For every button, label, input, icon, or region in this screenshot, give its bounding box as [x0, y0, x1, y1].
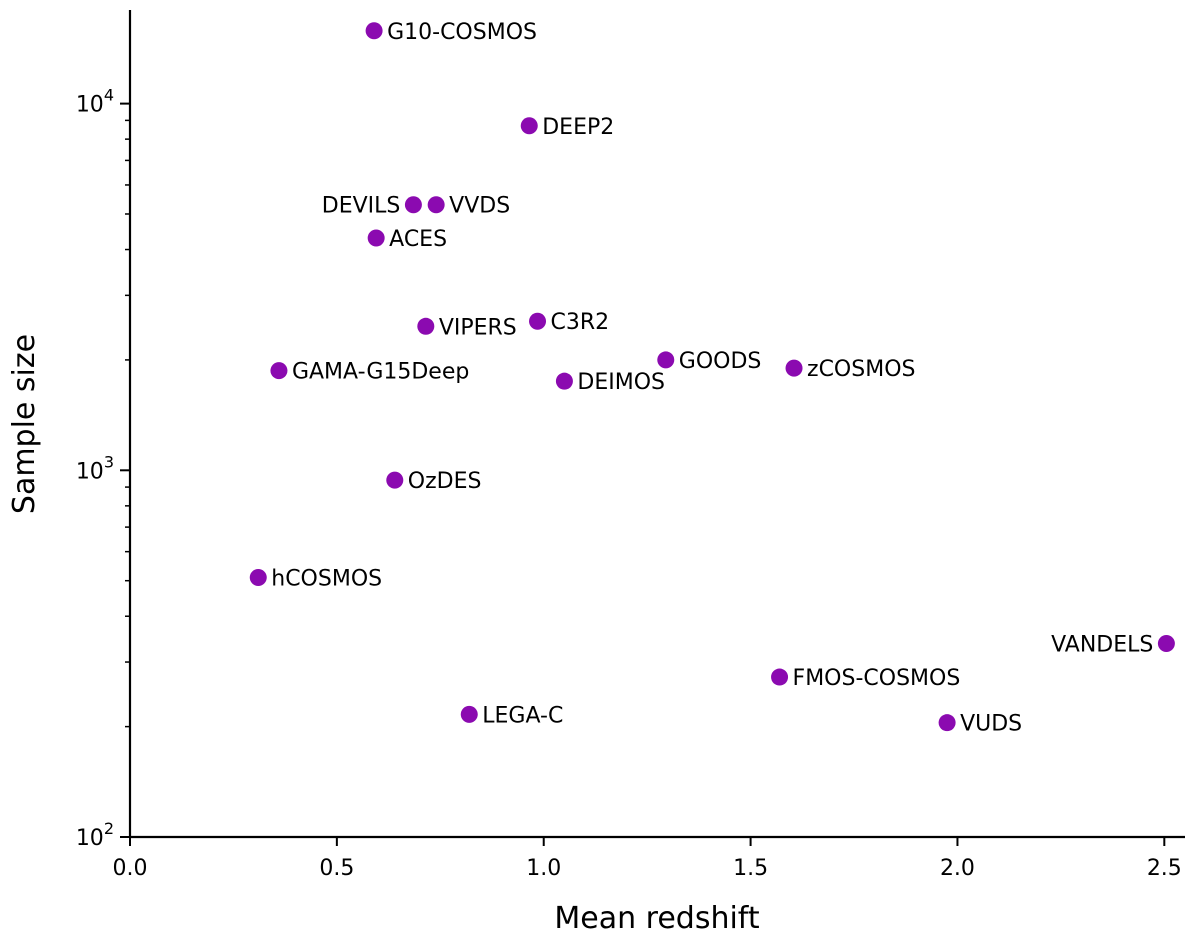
point-label: DEIMOS — [577, 370, 665, 395]
data-point — [365, 22, 383, 40]
y-tick-label: 103 — [76, 452, 114, 484]
x-tick-label: 2.5 — [1147, 856, 1182, 881]
point-label: G10-COSMOS — [387, 20, 537, 45]
ticks: 0.0 0.5 1.0 1.5 2.0 2.5 102 103 104 — [76, 86, 1182, 881]
y-axis-label: Sample size — [7, 334, 42, 514]
data-point — [270, 362, 288, 380]
data-point — [427, 196, 445, 214]
x-tick-label: 0.0 — [113, 856, 148, 881]
axes — [128, 10, 1185, 839]
point-label: hCOSMOS — [271, 567, 382, 592]
x-tick-label: 0.5 — [319, 856, 354, 881]
point-label: DEVILS — [322, 194, 401, 219]
data-point — [404, 196, 422, 214]
point-label: VVDS — [449, 194, 510, 219]
point-label: zCOSMOS — [807, 357, 915, 382]
data-point — [520, 117, 538, 135]
data-point — [657, 351, 675, 369]
data-point — [1157, 635, 1175, 653]
y-tick-label: 104 — [76, 86, 114, 118]
point-label: GOODS — [679, 349, 762, 374]
point-label: GAMA-G15Deep — [292, 360, 469, 385]
x-tick-label: 1.0 — [526, 856, 561, 881]
data-point — [771, 668, 789, 686]
point-label: VIPERS — [439, 315, 517, 340]
point-label: OzDES — [408, 469, 482, 494]
y-tick-label: 102 — [76, 819, 114, 851]
x-tick-label: 1.5 — [733, 856, 768, 881]
x-tick-label: 2.0 — [940, 856, 975, 881]
point-label: DEEP2 — [542, 115, 614, 140]
point-label: ACES — [389, 227, 447, 252]
data-point — [529, 312, 547, 330]
data-point — [555, 372, 573, 390]
data-point — [386, 471, 404, 489]
point-label: FMOS-COSMOS — [793, 666, 961, 691]
data-point — [460, 705, 478, 723]
data-point — [417, 317, 435, 335]
data-point — [938, 714, 956, 732]
data-point — [249, 569, 267, 587]
point-label: VUDS — [960, 712, 1022, 737]
data-point — [367, 229, 385, 247]
data-point — [785, 359, 803, 377]
point-label: VANDELS — [1051, 633, 1153, 658]
point-label: C3R2 — [551, 310, 610, 335]
point-label: LEGA-C — [482, 703, 563, 728]
x-axis-label: Mean redshift — [554, 901, 759, 936]
